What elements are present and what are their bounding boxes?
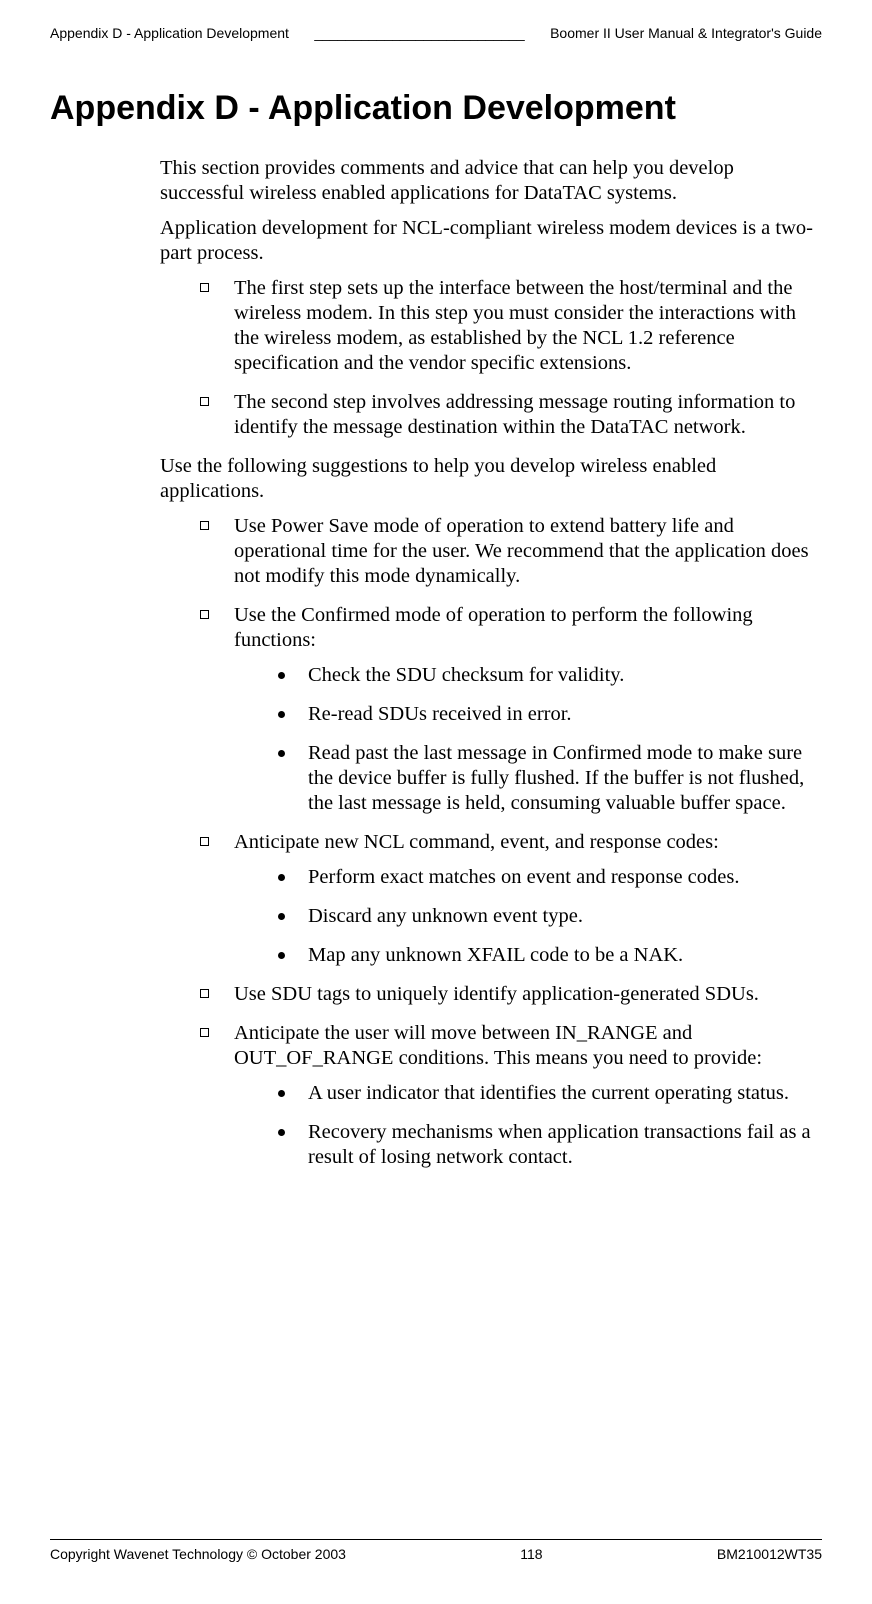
suggestions-list: Use Power Save mode of operation to exte… [160, 514, 822, 1170]
steps-list: The first step sets up the interface bet… [160, 276, 822, 440]
list-item: Discard any unknown event type. [278, 904, 822, 929]
list-item: Anticipate new NCL command, event, and r… [200, 830, 822, 968]
header-left: Appendix D - Application Development [50, 25, 289, 41]
list-item: Perform exact matches on event and respo… [278, 865, 822, 890]
list-item: Recovery mechanisms when application tra… [278, 1120, 822, 1170]
list-item: Anticipate the user will move between IN… [200, 1021, 822, 1170]
header-separator: ___________________________ [310, 25, 528, 41]
body: This section provides comments and advic… [160, 156, 822, 1170]
list-item: The first step sets up the interface bet… [200, 276, 822, 376]
list-item-text: Use SDU tags to uniquely identify applic… [234, 983, 759, 1005]
page: Appendix D - Application Development ___… [0, 0, 872, 1604]
sub-list: Perform exact matches on event and respo… [234, 865, 822, 968]
sub-list: Check the SDU checksum for validity. Re-… [234, 663, 822, 816]
header-right: Boomer II User Manual & Integrator's Gui… [550, 25, 822, 41]
list-item: Re-read SDUs received in error. [278, 702, 822, 727]
footer-right: BM210012WT35 [717, 1546, 822, 1562]
footer: Copyright Wavenet Technology © October 2… [50, 1539, 822, 1562]
list-item: Use SDU tags to uniquely identify applic… [200, 982, 822, 1007]
intro-paragraph: This section provides comments and advic… [160, 156, 822, 206]
list-item-text: Anticipate new NCL command, event, and r… [234, 831, 719, 853]
list-item: Read past the last message in Confirmed … [278, 741, 822, 816]
list-item: Map any unknown XFAIL code to be a NAK. [278, 943, 822, 968]
list-item: Use the Confirmed mode of operation to p… [200, 603, 822, 816]
list-item-text: Anticipate the user will move between IN… [234, 1022, 762, 1069]
intro-paragraph: Application development for NCL-complian… [160, 216, 822, 266]
page-title: Appendix D - Application Development [50, 89, 822, 128]
list-item-text: Use the Confirmed mode of operation to p… [234, 604, 753, 651]
footer-page-number: 118 [520, 1546, 542, 1562]
sub-list: A user indicator that identifies the cur… [234, 1081, 822, 1170]
list-item-text: Use Power Save mode of operation to exte… [234, 515, 809, 587]
list-item: The second step involves addressing mess… [200, 390, 822, 440]
list-item: Check the SDU checksum for validity. [278, 663, 822, 688]
list-item: A user indicator that identifies the cur… [278, 1081, 822, 1106]
mid-paragraph: Use the following suggestions to help yo… [160, 454, 822, 504]
footer-left: Copyright Wavenet Technology © October 2… [50, 1546, 346, 1562]
list-item: Use Power Save mode of operation to exte… [200, 514, 822, 589]
running-header: Appendix D - Application Development ___… [50, 25, 822, 41]
